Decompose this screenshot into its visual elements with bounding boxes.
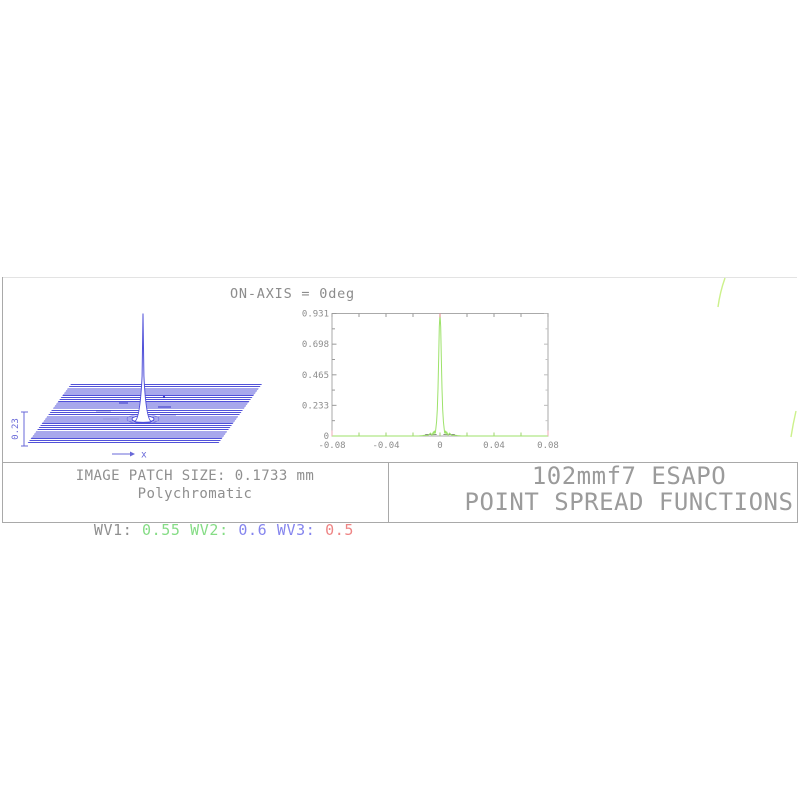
lens-id-title: 102mmf7 ESAPO <box>531 462 727 490</box>
wavelength-list: WV1: 0.55 WV2: 0.6 WV3: 0.5 <box>2 503 388 557</box>
mesh-dot <box>162 395 166 399</box>
image-patch-size-text: IMAGE PATCH SIZE: 0.1733 mm <box>75 468 315 484</box>
wavelength-3-value: 0.5 <box>325 521 354 539</box>
green-artifact-stroke <box>717 277 726 308</box>
frame-left-line <box>2 277 3 523</box>
mesh-ripples <box>96 402 176 420</box>
frame-right-line <box>797 462 798 523</box>
y-tick-label: 0.233 <box>302 401 329 411</box>
x-tick-label: 0.08 <box>537 441 559 451</box>
footer-divider-line <box>388 462 389 523</box>
plot-artifacts <box>717 277 797 438</box>
footer-top-line <box>2 462 798 463</box>
z-axis <box>21 411 28 447</box>
plot-title: ON-AXIS = 0deg <box>230 286 355 302</box>
wavelength-2-value: 0.6 <box>238 521 268 539</box>
analysis-type-title: POINT SPREAD FUNCTIONS <box>464 487 794 516</box>
wavelength-1-label: WV1: <box>93 521 133 539</box>
x-axis-label: x <box>141 450 147 461</box>
y-tick-label: 0.465 <box>302 371 329 381</box>
drawing-title-block: 102mmf7 ESAPO POINT SPREAD FUNCTIONS <box>463 462 795 516</box>
frame-top-line <box>2 277 797 278</box>
psf-3d-overlay: 0.23 x <box>11 313 176 461</box>
polychromatic-text: Polychromatic <box>137 485 253 502</box>
y-tick-label: 0.931 <box>302 310 329 320</box>
x-tick-label: -0.08 <box>318 441 345 451</box>
plot-border <box>331 313 549 437</box>
x-tick-label: 0 <box>437 441 442 451</box>
y-tick-label: 0 <box>324 432 329 442</box>
psf-curve <box>332 313 548 437</box>
wavelength-2-label: WV2: <box>190 521 229 539</box>
footer-bottom-line <box>2 522 798 523</box>
z-axis-scale-label: 0.23 <box>11 418 21 440</box>
wavelength-1-value: 0.55 <box>142 521 181 539</box>
y-tick-label: 0.698 <box>302 340 329 350</box>
green-artifact-stroke <box>790 410 797 438</box>
x-tick-label: 0.04 <box>483 441 505 451</box>
psf-spike <box>133 313 153 423</box>
x-tick-label: -0.04 <box>372 441 399 451</box>
wavelength-3-label: WV3: <box>276 521 316 539</box>
x-axis-arrow-icon <box>112 451 135 457</box>
